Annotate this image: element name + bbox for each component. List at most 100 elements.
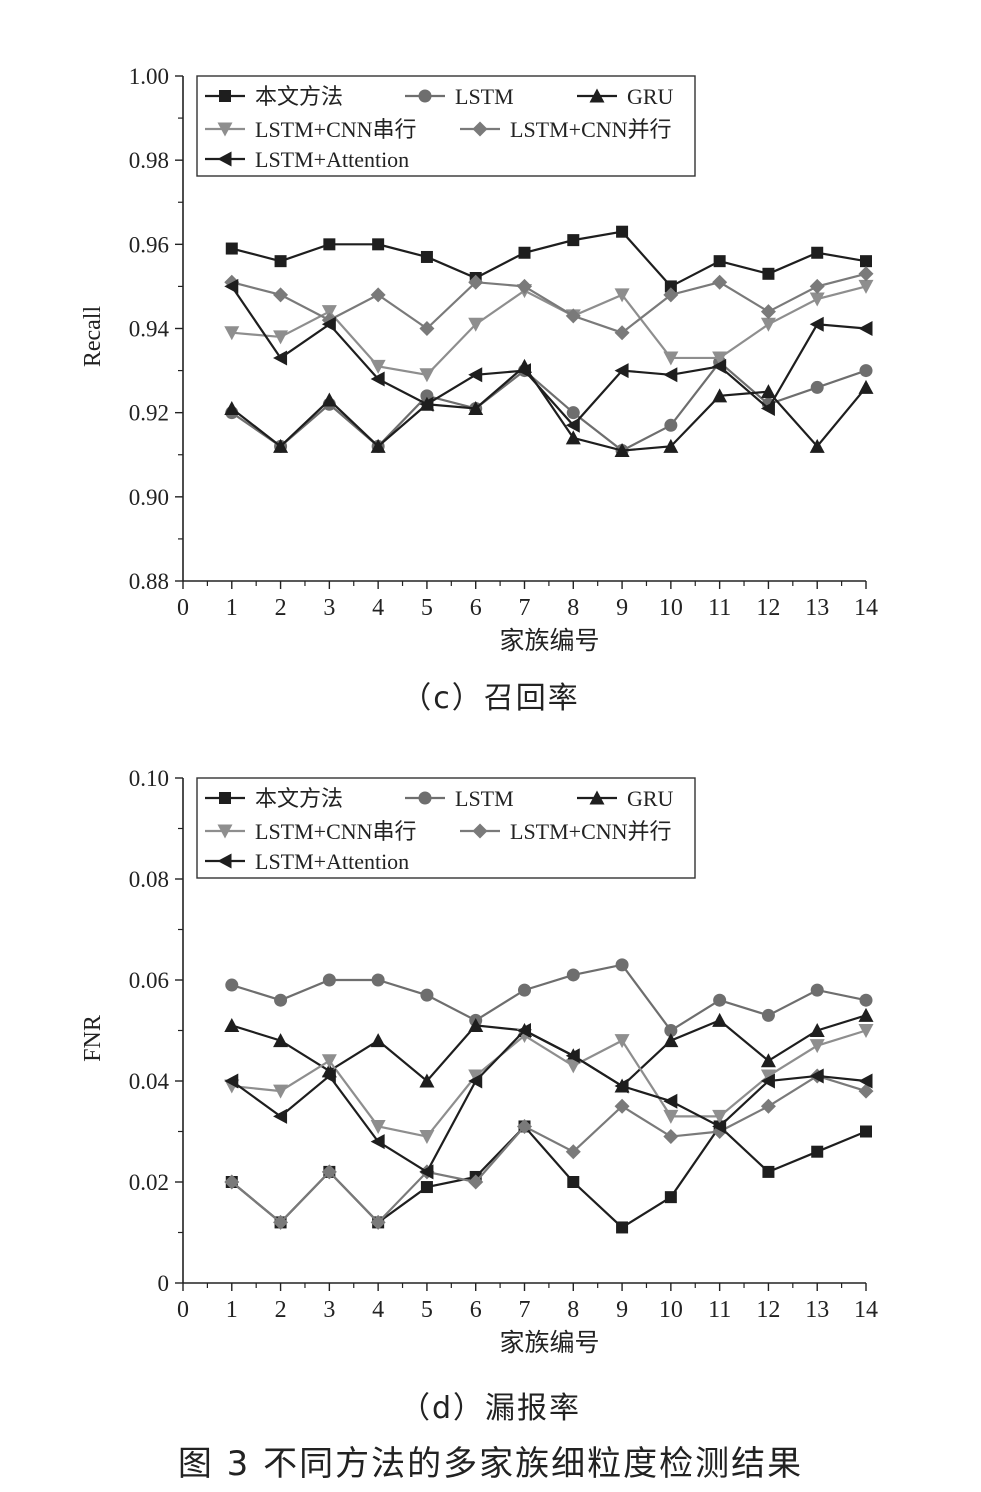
fnr-data-point: [760, 1098, 776, 1114]
fnr-data-point: [224, 1174, 240, 1190]
recall-data-point: [760, 400, 775, 416]
fnr-data-point: [273, 1214, 289, 1230]
recall-y-axis-label: Recall: [80, 306, 106, 368]
recall-data-point: [663, 351, 679, 366]
recall-data-point: [762, 267, 775, 280]
recall-data-point: [224, 400, 240, 415]
recall-legend-marker: [217, 151, 232, 167]
recall-data-point: [323, 238, 336, 251]
fnr-x-tick-label: 4: [372, 1297, 384, 1323]
recall-data-point: [225, 242, 238, 255]
recall-data-point: [811, 246, 824, 259]
recall-data-point: [664, 280, 677, 293]
recall-data-point: [565, 308, 581, 324]
recall-y-tick-label: 0.88: [129, 569, 169, 594]
fnr-data-point: [566, 968, 580, 982]
recall-y-tick-label: 0.94: [129, 317, 170, 342]
fnr-data-point: [321, 1164, 337, 1180]
fnr-series-3: [224, 1024, 874, 1145]
recall-x-tick-label: 6: [470, 595, 482, 621]
recall-series-line: [231, 285, 867, 376]
recall-data-point: [370, 371, 385, 387]
fnr-x-tick-label: 6: [470, 1297, 482, 1323]
recall-data-point: [809, 438, 825, 453]
fnr-data-point: [468, 1174, 484, 1190]
fnr-data-point: [370, 1134, 385, 1150]
fnr-data-point: [713, 993, 727, 1007]
recall-data-point: [370, 287, 386, 303]
recall-x-tick-label: 10: [659, 595, 683, 621]
fnr-data-point: [858, 1007, 874, 1022]
fnr-data-point: [565, 1144, 581, 1160]
fnr-data-point: [420, 1181, 433, 1194]
recall-legend-label: LSTM+CNN串行: [255, 117, 417, 142]
fnr-data-point: [517, 1023, 531, 1038]
recall-data-point: [663, 287, 679, 303]
recall-legend-marker: [217, 122, 233, 137]
recall-legend-marker: [472, 121, 488, 137]
recall-data-point: [321, 305, 337, 320]
recall-data-point: [809, 316, 824, 332]
recall-series-line: [231, 360, 867, 452]
fnr-legend-label: LSTM: [455, 786, 514, 811]
fnr-data-point: [224, 1073, 239, 1089]
recall-data-point: [321, 392, 337, 407]
recall-legend-label: LSTM+Attention: [255, 147, 409, 172]
recall-legend-box: [196, 75, 696, 177]
recall-data-point: [760, 317, 776, 332]
recall-data-point: [419, 321, 435, 336]
fnr-legend-marker: [589, 790, 605, 805]
fnr-data-point: [371, 973, 385, 987]
fnr-y-tick-label: 0: [158, 1271, 170, 1296]
fnr-data-point: [419, 1164, 434, 1180]
recall-data-point: [616, 225, 629, 238]
fnr-data-point: [712, 1118, 727, 1134]
fnr-x-tick-label: 10: [659, 1297, 683, 1323]
recall-data-point: [517, 363, 531, 379]
figure-title: 图 3 不同方法的多家族细粒度检测结果: [177, 1444, 804, 1484]
recall-x-tick-label: 4: [372, 595, 384, 621]
fnr-data-point: [760, 1073, 775, 1089]
fnr-legend-marker: [418, 791, 432, 805]
fnr-x-axis-label: 家族编号: [499, 1328, 599, 1357]
fnr-data-point: [762, 1165, 775, 1178]
fnr-data-point: [809, 1068, 824, 1084]
fnr-y-tick-label: 0.04: [129, 1069, 170, 1094]
fnr-data-point: [811, 1145, 824, 1158]
fnr-x-tick-label: 11: [708, 1297, 731, 1323]
recall-data-point: [419, 396, 434, 412]
recall-data-point: [274, 255, 287, 268]
recall-data-point: [713, 255, 726, 268]
chart-d-caption: （d）漏报率: [399, 1391, 582, 1426]
fnr-data-point: [614, 1078, 629, 1094]
fnr-data-point: [274, 993, 288, 1007]
fnr-x-tick-label: 0: [177, 1297, 189, 1323]
fnr-series-line: [231, 963, 867, 1032]
chart-fnr: 00.020.040.060.080.100 1 2 3 4 5 6 7 8 9 10 11 12 13 1…: [80, 766, 878, 1357]
fnr-data-point: [663, 1033, 679, 1048]
fnr-y-tick-label: 0.02: [129, 1170, 169, 1195]
fnr-data-point: [370, 1214, 386, 1230]
fnr-series-line: [231, 1029, 867, 1138]
recall-data-point: [663, 438, 679, 453]
fnr-data-point: [468, 1017, 484, 1032]
recall-data-point: [712, 388, 728, 403]
fnr-data-point: [712, 1012, 728, 1027]
recall-x-tick-label: 5: [421, 595, 433, 621]
recall-data-point: [664, 418, 678, 432]
recall-y-tick-label: 0.90: [129, 485, 169, 510]
recall-data-point: [760, 304, 776, 320]
fnr-data-point: [224, 1017, 240, 1032]
recall-x-tick-label: 3: [323, 595, 335, 621]
fnr-x-tick-label: 8: [567, 1297, 579, 1323]
fnr-data-point: [419, 1073, 435, 1088]
recall-data-point: [517, 278, 532, 294]
fnr-data-point: [273, 1033, 289, 1048]
fnr-series-line: [231, 1029, 867, 1174]
recall-x-tick-label: 7: [519, 595, 531, 621]
fnr-data-point: [614, 1098, 630, 1114]
fnr-legend-marker: [217, 853, 232, 869]
recall-legend-label: GRU: [627, 84, 674, 109]
fnr-data-point: [615, 958, 629, 972]
